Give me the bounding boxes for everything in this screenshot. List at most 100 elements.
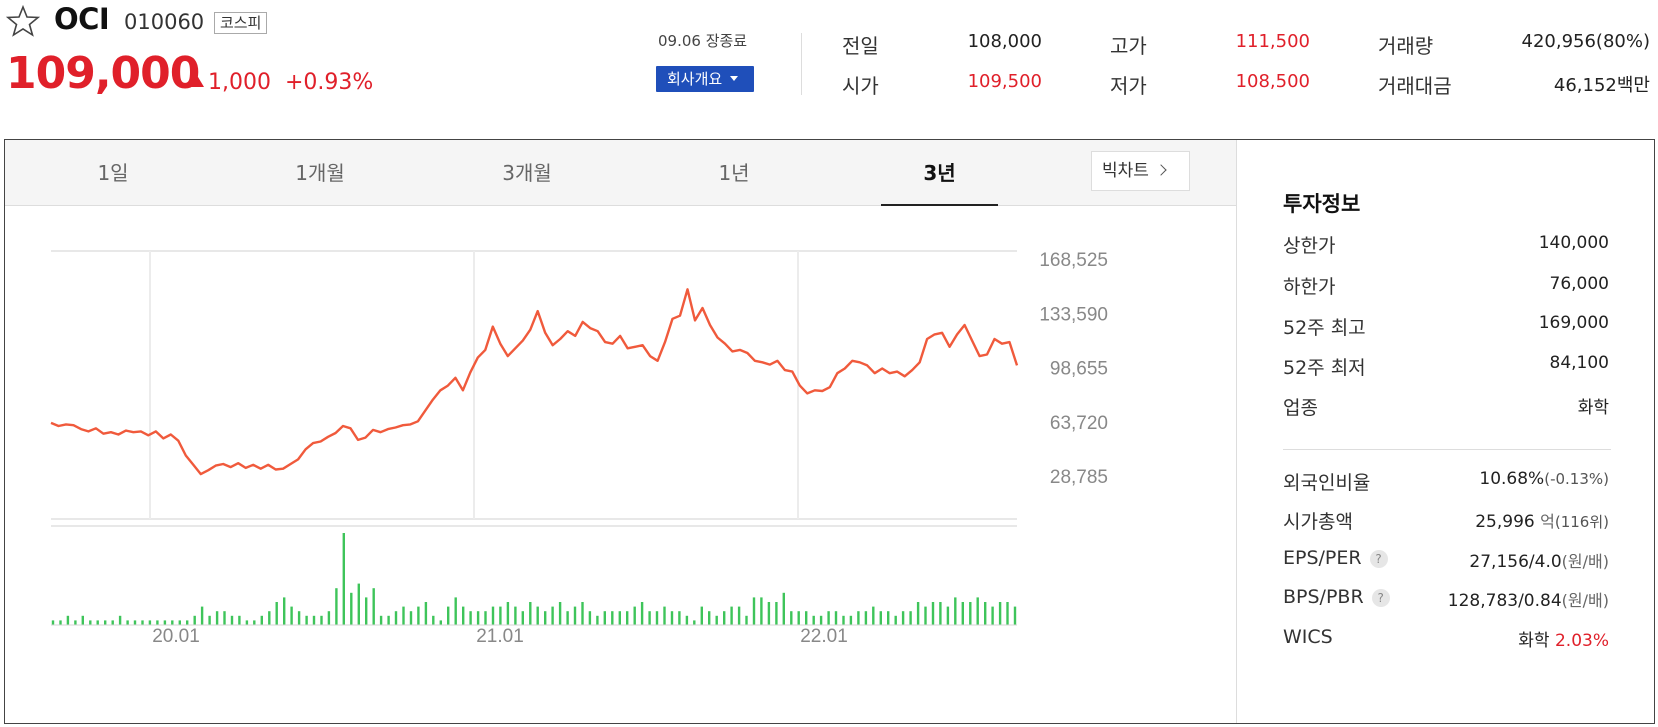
volume-bar [596,615,599,625]
volume-bar [767,602,771,625]
tab-1y[interactable]: 1년 [718,161,750,185]
open-value: 109,500 [967,71,1042,92]
sector-label: 업종 [1283,397,1318,419]
upper-limit-label: 상한가 [1283,235,1336,257]
volume-bar [372,588,375,625]
volume-bar [842,615,845,625]
volume-bar [685,615,689,625]
volume-bar [379,615,383,625]
change-amount: 1,000 [208,70,271,95]
volume-bar [506,602,510,625]
volume-bar [670,611,674,625]
volume-bar [275,602,278,625]
volume-bar [215,611,219,625]
volume-bar [118,615,122,625]
volume-bar [521,611,524,625]
volume-bar [916,602,920,625]
y-tick-label: 63,720 [1050,413,1108,434]
volume-bar [901,611,905,625]
x-tick-label: 21.01 [476,626,524,647]
foreign-ratio-value: 10.68%(-0.13%) [1479,469,1609,489]
big-chart-button[interactable]: 빅차트 [1091,151,1190,191]
volume-bar [454,597,457,625]
volume-bar [640,602,644,625]
volume-bar [514,606,517,625]
volume-bar [834,611,838,625]
volume-bar [365,597,368,625]
high-52w-value: 169,000 [1538,313,1609,333]
favorite-star-icon[interactable] [6,4,40,38]
volume-bar [178,620,181,625]
volume-bar [111,620,114,625]
help-icon[interactable]: ? [1369,550,1388,568]
volume-bar [969,602,972,625]
volume-bar [335,588,338,625]
volume-bar [402,606,405,625]
volume-bar [238,615,241,625]
volume-bar [357,583,360,625]
volume-bar [805,611,808,625]
foreign-ratio-label: 외국인비율 [1283,472,1371,494]
company-overview-button[interactable]: 회사개요 [656,66,754,92]
y-tick-label: 168,525 [1039,250,1108,271]
volume-value: 420,956(80%) [1521,31,1651,52]
volume-bar [849,615,853,625]
market-badge: 코스피 [214,12,268,34]
y-tick-label: 98,655 [1050,359,1108,380]
low-52w-value: 84,100 [1549,353,1609,373]
volume-bar [984,602,987,625]
eps-per-label: EPS/PER? [1283,547,1388,569]
volume-bar [603,611,606,625]
tab-3y[interactable]: 3년 [881,140,998,206]
volume-bar [558,602,562,625]
y-tick-label: 133,590 [1039,304,1108,325]
volume-bar [909,611,912,625]
tab-1d[interactable]: 1일 [97,161,129,185]
volume-bar [417,606,420,625]
volume-bar [1006,602,1009,625]
volume-bar [290,606,293,625]
volume-bar [260,615,263,625]
volume-bar [700,606,703,625]
volume-bar [827,611,830,625]
lower-limit-value: 76,000 [1549,274,1609,294]
volume-bar [588,611,592,625]
tab-1m[interactable]: 1개월 [295,161,345,185]
volume-bar [208,615,211,625]
help-icon[interactable]: ? [1371,589,1390,607]
bps-pbr-label: BPS/PBR? [1283,586,1390,608]
tab-3m[interactable]: 3개월 [502,161,552,185]
volume-bar [133,620,137,625]
bps-pbr-value: 128,783/0.84(원/배) [1447,591,1609,611]
volume-bar [74,620,77,625]
volume-bar [655,611,659,625]
volume-bar [819,615,823,625]
volume-bar [1013,606,1017,625]
volume-bar [991,606,994,625]
volume-bar [387,615,390,625]
volume-bar [462,606,465,625]
eps-per-value: 27,156/4.0(원/배) [1469,552,1609,572]
volume-bar [872,606,875,625]
volume-bar [424,602,428,625]
volume-bar [924,606,927,625]
volume-bar [737,606,741,625]
volume-bar [320,615,323,625]
x-tick-label: 22.01 [800,626,848,647]
volume-bar [723,611,726,625]
high-52w-label: 52주 최고 [1283,317,1366,339]
volume-bar [752,597,756,625]
volume-bar [432,615,435,625]
panel-divider [1236,140,1237,723]
volume-bar [551,606,554,625]
volume-bar [469,611,472,625]
volume-bar [297,611,301,625]
info-divider [1283,449,1611,450]
y-tick-label: 28,785 [1050,467,1108,488]
stock-code: 010060 [124,10,205,34]
sector-value: 화학 [1577,398,1609,418]
volume-bar [797,611,800,625]
upper-limit-value: 140,000 [1538,233,1609,253]
volume-bar [163,620,167,625]
volume-bar [350,592,353,625]
